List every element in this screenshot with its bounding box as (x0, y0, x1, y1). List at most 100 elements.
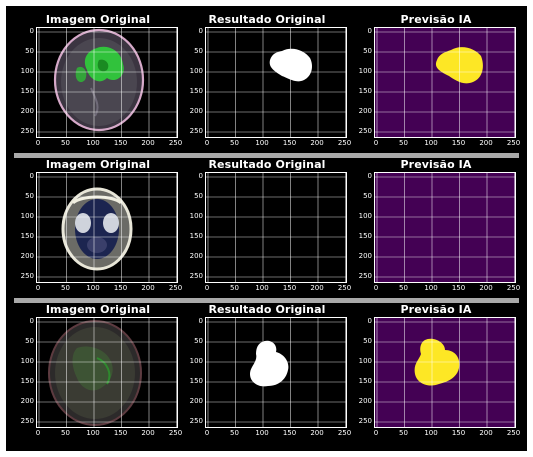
x-tick-label: 0 (373, 139, 379, 147)
y-axis-ticks: 0 50 100 150 200 250 (14, 317, 35, 428)
y-tick-label: 200 (358, 107, 372, 115)
panel-title: Resultado Original (208, 158, 326, 171)
panel-mri: Imagem Original 0 50 100 150 200 250 0 50 100 150 2… (14, 13, 183, 151)
panel-mask: Resultado Original 0 50 100 150 200 250 0 50 100 1… (183, 14, 352, 151)
grid-lines (375, 28, 515, 137)
image-plot (205, 317, 347, 428)
x-tick-label: 100 (255, 429, 269, 437)
y-tick-label: 0 (198, 172, 203, 180)
x-tick-label: 250 (506, 284, 521, 292)
x-tick-label: 100 (255, 284, 269, 292)
image-plot (36, 317, 178, 428)
y-tick-label: 150 (189, 377, 203, 385)
x-tick-label: 50 (399, 429, 408, 437)
panel-pred: Previsão IA 0 50 100 150 200 250 0 50 100 150 200 25… (352, 304, 521, 441)
y-tick-label: 100 (20, 67, 34, 75)
x-tick-label: 50 (399, 139, 408, 147)
figure-row: Imagem Original 0 50 100 150 200 250 0 50 100 150 2… (14, 303, 521, 441)
mri-scan-image (48, 320, 142, 426)
x-tick-label: 50 (230, 284, 239, 292)
x-tick-label: 150 (282, 284, 297, 292)
y-tick-label: 200 (20, 397, 34, 405)
figure-row: Imagem Original 0 50 100 150 200 250 0 50 100 150 2… (14, 158, 521, 296)
y-tick-label: 250 (358, 272, 372, 280)
results-figure: Imagem Original 0 50 100 150 200 250 0 50 100 150 2… (6, 6, 527, 451)
x-tick-label: 250 (337, 429, 352, 437)
x-axis-ticks: 0 50 100 150 200 250 (373, 284, 520, 294)
mri-scan-image (53, 28, 145, 132)
y-tick-label: 100 (358, 67, 372, 75)
y-tick-label: 150 (358, 87, 372, 95)
x-tick-label: 50 (230, 139, 239, 147)
y-tick-label: 150 (358, 232, 372, 240)
x-tick-label: 50 (230, 429, 239, 437)
x-tick-label: 100 (424, 139, 438, 147)
panel-mask: Resultado Original 0 50 100 150 200 250 0 50 100 1… (183, 304, 352, 441)
x-tick-label: 250 (337, 139, 352, 147)
y-tick-label: 200 (20, 252, 34, 260)
y-axis-ticks: 0 50 100 150 200 250 (14, 27, 35, 138)
y-tick-label: 0 (29, 172, 34, 180)
y-tick-label: 250 (20, 127, 34, 135)
y-tick-label: 0 (367, 27, 372, 35)
y-tick-label: 250 (189, 272, 203, 280)
panel-title: Imagem Original (45, 303, 151, 316)
row-separator (14, 153, 519, 158)
y-tick-label: 250 (20, 417, 34, 425)
y-tick-label: 100 (189, 212, 203, 220)
x-tick-label: 200 (479, 284, 493, 292)
y-tick-label: 200 (358, 397, 372, 405)
x-tick-label: 200 (141, 284, 155, 292)
y-axis-ticks: 0 50 100 150 200 250 (352, 27, 373, 138)
x-tick-label: 0 (373, 429, 379, 437)
x-tick-label: 100 (86, 429, 100, 437)
x-tick-label: 150 (113, 139, 128, 147)
y-axis-ticks: 0 50 100 150 200 250 (14, 172, 35, 283)
panel-pred: Previsão IA 0 50 100 150 200 250 0 50 100 150 200 25… (352, 159, 521, 296)
x-tick-label: 200 (310, 139, 324, 147)
y-tick-label: 150 (20, 87, 34, 95)
x-tick-label: 50 (61, 429, 70, 437)
x-tick-label: 0 (373, 284, 379, 292)
image-plot (374, 27, 516, 138)
y-tick-label: 100 (189, 357, 203, 365)
image-plot (205, 172, 347, 283)
x-tick-label: 200 (479, 139, 493, 147)
x-tick-label: 50 (61, 284, 70, 292)
x-tick-label: 150 (451, 284, 466, 292)
y-tick-label: 200 (189, 107, 203, 115)
y-tick-label: 200 (358, 252, 372, 260)
y-tick-label: 150 (189, 87, 203, 95)
x-tick-label: 100 (424, 284, 438, 292)
x-axis-ticks: 0 50 100 150 200 250 (36, 429, 182, 439)
x-tick-label: 200 (310, 284, 324, 292)
panel-mri: Imagem Original 0 50 100 150 200 250 0 50 100 150 2… (14, 159, 183, 296)
x-tick-label: 150 (451, 139, 466, 147)
image-plot (36, 172, 178, 283)
x-axis-ticks: 0 50 100 150 200 250 (204, 284, 351, 294)
x-tick-label: 250 (506, 139, 521, 147)
panel-pred: Previsão IA 0 50 100 150 200 250 0 50 100 150 200 25… (352, 14, 521, 151)
y-tick-label: 200 (20, 107, 34, 115)
grid-lines (375, 173, 515, 282)
x-tick-label: 0 (204, 284, 210, 292)
figure-grid: Imagem Original 0 50 100 150 200 250 0 50 100 150 2… (14, 13, 521, 443)
x-tick-label: 50 (399, 284, 408, 292)
y-tick-label: 50 (363, 192, 372, 200)
image-plot (205, 27, 347, 138)
x-axis-ticks: 0 50 100 150 200 250 (205, 139, 351, 149)
grid-lines (37, 173, 177, 282)
image-plot (374, 317, 516, 428)
y-tick-label: 150 (20, 232, 34, 240)
y-tick-label: 50 (194, 192, 203, 200)
x-axis-ticks: 0 50 100 150 200 250 (373, 139, 520, 149)
y-tick-label: 0 (198, 27, 203, 35)
panel-title: Imagem Original (45, 13, 151, 26)
grid-lines (206, 318, 346, 427)
y-tick-label: 100 (358, 212, 372, 220)
x-tick-label: 250 (168, 429, 183, 437)
x-tick-label: 150 (282, 139, 297, 147)
x-tick-label: 200 (479, 429, 493, 437)
y-axis-ticks: 0 50 100 150 200 250 (352, 317, 373, 428)
grid-lines (37, 28, 177, 137)
